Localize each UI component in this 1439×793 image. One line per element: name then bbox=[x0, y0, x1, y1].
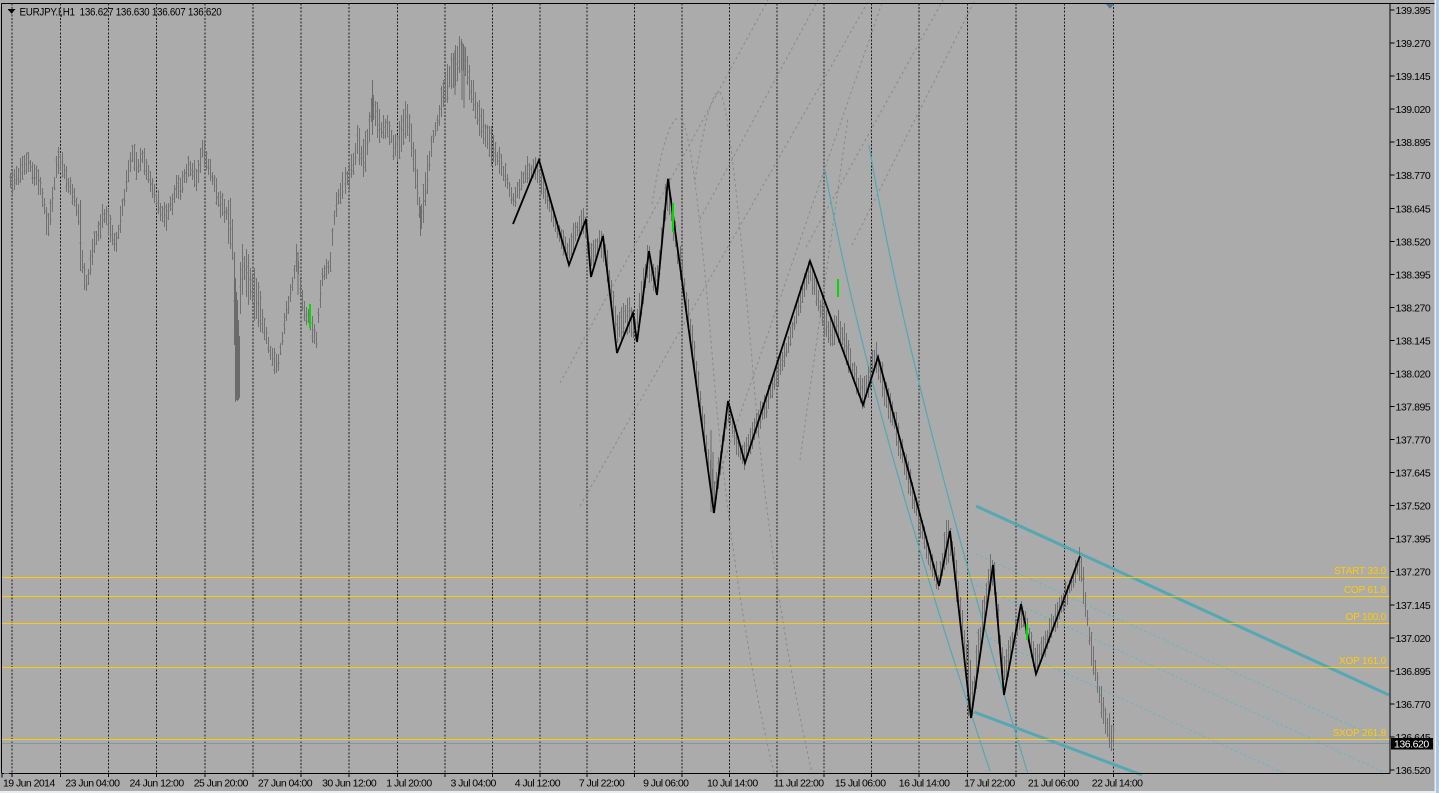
svg-text:136.770: 136.770 bbox=[1396, 699, 1431, 711]
svg-text:136.620: 136.620 bbox=[1394, 739, 1429, 751]
svg-text:START 33.0: START 33.0 bbox=[1334, 566, 1387, 577]
svg-text:138.895: 138.895 bbox=[1396, 137, 1431, 149]
svg-text:137.895: 137.895 bbox=[1396, 402, 1431, 414]
svg-text:7 Jul 22:00: 7 Jul 22:00 bbox=[579, 778, 625, 790]
svg-text:1 Jul 20:00: 1 Jul 20:00 bbox=[386, 778, 432, 790]
svg-text:EURJPY.I,H1 136.627 136.630 1: EURJPY.I,H1 136.627 136.630 136.607 136.… bbox=[20, 7, 222, 19]
svg-text:136.520: 136.520 bbox=[1396, 765, 1431, 777]
svg-text:137.020: 137.020 bbox=[1396, 633, 1431, 645]
svg-text:138.520: 138.520 bbox=[1396, 236, 1431, 248]
svg-text:10 Jul 14:00: 10 Jul 14:00 bbox=[707, 778, 758, 790]
svg-text:137.645: 137.645 bbox=[1396, 468, 1431, 480]
svg-text:139.395: 139.395 bbox=[1396, 5, 1431, 17]
svg-text:XOP 161.0: XOP 161.0 bbox=[1339, 656, 1387, 667]
svg-text:21 Jul 06:00: 21 Jul 06:00 bbox=[1028, 778, 1079, 790]
svg-text:137.520: 137.520 bbox=[1396, 501, 1431, 513]
svg-text:137.145: 137.145 bbox=[1396, 600, 1431, 612]
svg-text:138.145: 138.145 bbox=[1396, 335, 1431, 347]
svg-text:137.395: 137.395 bbox=[1396, 534, 1431, 546]
svg-text:11 Jul 22:00: 11 Jul 22:00 bbox=[774, 778, 825, 790]
svg-text:4 Jul 12:00: 4 Jul 12:00 bbox=[515, 778, 561, 790]
svg-text:16 Jul 14:00: 16 Jul 14:00 bbox=[899, 778, 950, 790]
svg-text:19 Jun 2014: 19 Jun 2014 bbox=[3, 778, 55, 790]
svg-text:COP 61.8: COP 61.8 bbox=[1344, 585, 1387, 596]
svg-text:139.145: 139.145 bbox=[1396, 71, 1431, 83]
svg-text:SXOP 261.8: SXOP 261.8 bbox=[1333, 728, 1387, 739]
svg-text:22 Jul 14:00: 22 Jul 14:00 bbox=[1092, 778, 1143, 790]
svg-text:139.270: 139.270 bbox=[1396, 38, 1431, 50]
svg-text:138.020: 138.020 bbox=[1396, 369, 1431, 381]
svg-text:138.770: 138.770 bbox=[1396, 170, 1431, 182]
svg-text:138.645: 138.645 bbox=[1396, 203, 1431, 215]
svg-text:138.395: 138.395 bbox=[1396, 269, 1431, 281]
svg-text:23 Jun 04:00: 23 Jun 04:00 bbox=[65, 778, 120, 790]
svg-text:17 Jul 22:00: 17 Jul 22:00 bbox=[964, 778, 1015, 790]
svg-text:137.770: 137.770 bbox=[1396, 435, 1431, 447]
svg-text:138.270: 138.270 bbox=[1396, 302, 1431, 314]
svg-text:30 Jun 12:00: 30 Jun 12:00 bbox=[322, 778, 377, 790]
svg-text:27 Jun 04:00: 27 Jun 04:00 bbox=[258, 778, 313, 790]
svg-text:137.270: 137.270 bbox=[1396, 567, 1431, 579]
svg-text:3 Jul 04:00: 3 Jul 04:00 bbox=[451, 778, 497, 790]
svg-text:9 Jul 06:00: 9 Jul 06:00 bbox=[643, 778, 689, 790]
svg-text:15 Jul 06:00: 15 Jul 06:00 bbox=[835, 778, 886, 790]
svg-text:136.895: 136.895 bbox=[1396, 666, 1431, 678]
svg-text:OP 100.0: OP 100.0 bbox=[1346, 612, 1387, 623]
svg-text:25 Jun 20:00: 25 Jun 20:00 bbox=[194, 778, 249, 790]
svg-text:24 Jun 12:00: 24 Jun 12:00 bbox=[130, 778, 185, 790]
svg-text:139.020: 139.020 bbox=[1396, 104, 1431, 116]
